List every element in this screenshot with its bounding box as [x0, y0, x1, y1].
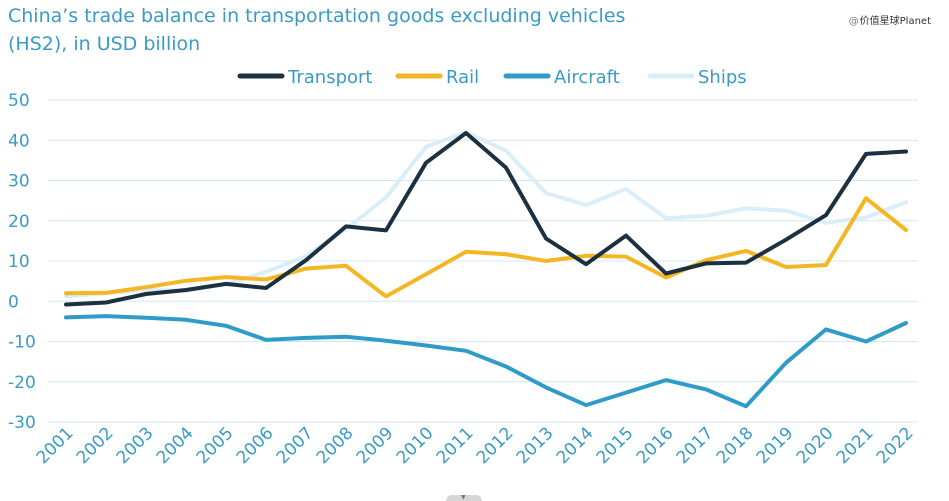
legend-label-aircraft: Aircraft	[554, 67, 620, 88]
x-tick-label: 2020	[793, 423, 838, 468]
series-line-rail	[64, 196, 908, 299]
legend-label-transport: Transport	[287, 67, 372, 88]
series-line-ships	[64, 130, 908, 299]
x-tick-label: 2018	[713, 423, 758, 468]
chevron-down-icon: ▼	[461, 494, 466, 501]
x-tick-label: 2007	[273, 423, 318, 468]
x-tick-label: 2015	[593, 423, 638, 468]
legend: Transport Rail Aircraft Ships	[237, 67, 747, 88]
chart-title: China’s trade balance in transportation …	[8, 2, 625, 58]
series-lines	[64, 130, 908, 409]
x-tick-label: 2019	[753, 423, 798, 468]
x-tick-label: 2014	[553, 423, 598, 468]
x-tick-label: 2016	[633, 423, 678, 468]
x-tick-label: 2006	[233, 423, 278, 468]
x-tick-label: 2008	[313, 423, 358, 468]
x-tick-label: 2022	[873, 423, 918, 468]
x-tick-label: 2002	[73, 423, 118, 468]
y-tick-label: 50	[8, 91, 30, 111]
x-tick-label: 2009	[353, 423, 398, 468]
y-tick-label: 20	[8, 212, 30, 232]
y-tick-label: 30	[8, 172, 30, 192]
y-tick-label: 10	[8, 252, 30, 272]
x-tick-label: 2017	[673, 423, 718, 468]
series-line-transport	[64, 131, 908, 307]
x-tick-label: 2003	[113, 423, 158, 468]
chart-title-line-1: China’s trade balance in transportation …	[8, 5, 626, 27]
x-tick-label: 2011	[433, 423, 478, 468]
y-tick-label: 40	[8, 131, 30, 151]
at-icon: @	[848, 16, 859, 27]
y-axis-tick-labels: 50 40 30 20 10 0 -10 -20 -30	[8, 91, 36, 433]
chart-title-line-2: (HS2), in USD billion	[8, 33, 201, 55]
x-tick-label: 2013	[513, 423, 558, 468]
legend-label-rail: Rail	[446, 67, 479, 88]
legend-label-ships: Ships	[698, 67, 747, 88]
y-tick-label: -10	[8, 333, 36, 353]
watermark: @价值星球Planet	[849, 12, 931, 27]
watermark-text: 价值星球Planet	[859, 16, 931, 27]
x-tick-label: 2012	[473, 423, 518, 468]
y-tick-label: -30	[8, 413, 36, 433]
x-tick-label: 2021	[833, 423, 878, 468]
x-axis-tick-labels: 2001200220032004200520062007200820092010…	[33, 423, 918, 468]
x-tick-label: 2001	[33, 423, 78, 468]
x-tick-label: 2010	[393, 423, 438, 468]
x-tick-label: 2004	[153, 423, 198, 468]
y-tick-label: -20	[8, 373, 36, 393]
scroll-handle[interactable]: ▼	[446, 494, 482, 501]
x-tick-label: 2005	[193, 423, 238, 468]
y-tick-label: 0	[8, 292, 19, 312]
series-line-aircraft	[64, 314, 908, 409]
